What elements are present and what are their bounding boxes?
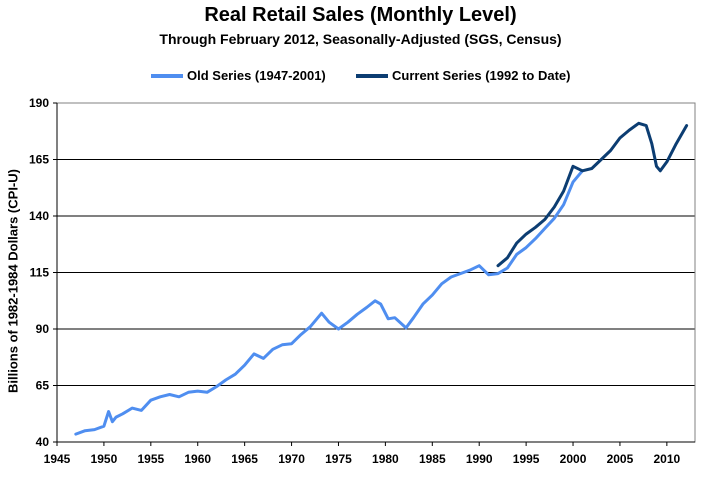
y-tick-label-165: 165 [29,153,49,167]
x-tick-label-1985: 1985 [419,452,446,466]
y-tick-label-40: 40 [36,435,50,449]
x-tick-label-2000: 2000 [560,452,587,466]
y-tick-label-190: 190 [29,96,49,110]
x-tick-label-2010: 2010 [654,452,681,466]
x-tick-label-1955: 1955 [137,452,164,466]
x-tick-label-1965: 1965 [231,452,258,466]
x-tick-label-1950: 1950 [91,452,118,466]
x-tick-label-1980: 1980 [372,452,399,466]
y-tick-label-65: 65 [36,379,50,393]
y-tick-label-115: 115 [30,266,50,280]
x-tick-label-1990: 1990 [466,452,493,466]
legend-item-old-series: Old Series (1947-2001) [151,68,326,83]
y-tick-label-90: 90 [36,322,50,336]
legend-item-current-series: Current Series (1992 to Date) [356,68,570,83]
legend-swatch-current-series [356,73,388,78]
x-tick-label-1970: 1970 [278,452,305,466]
chart-title: Real Retail Sales (Monthly Level) [204,4,517,26]
x-tick-label-1975: 1975 [325,452,352,466]
x-tick-label-2005: 2005 [607,452,634,466]
legend-label-old-series: Old Series (1947-2001) [187,68,326,83]
chart-subtitle: Through February 2012, Seasonally-Adjust… [159,31,562,47]
series-line-old [74,169,584,436]
x-tick-label-1945: 1945 [44,452,71,466]
x-tick-label-1995: 1995 [513,452,540,466]
legend-label-current-series: Current Series (1992 to Date) [392,68,571,83]
x-tick-label-1960: 1960 [184,452,211,466]
legend-swatch-old-series [151,73,183,78]
series-line-current [496,121,689,268]
y-tick-label-140: 140 [29,209,49,223]
